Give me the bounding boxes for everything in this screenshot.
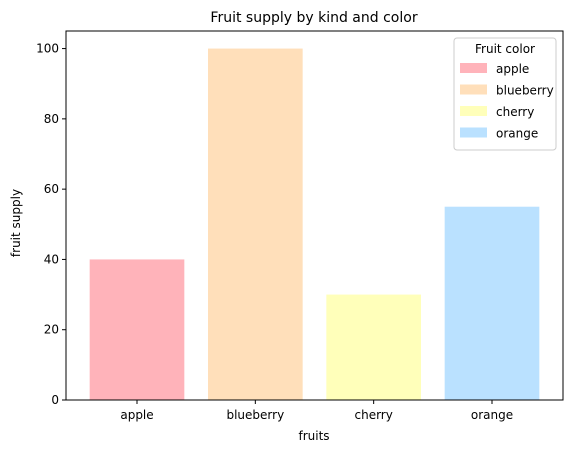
legend-swatch-apple [460, 63, 487, 73]
legend: Fruit color apple blueberry cherry orange [453, 37, 557, 151]
legend-label-cherry: cherry [496, 105, 534, 119]
legend-label-blueberry: blueberry [496, 84, 554, 98]
y-tick-label: 20 [44, 323, 59, 337]
bars-layer [89, 48, 540, 400]
y-tick-label: 60 [44, 182, 59, 196]
legend-swatch-blueberry [460, 84, 487, 95]
chart-title: Fruit supply by kind and color [210, 10, 417, 26]
legend-swatch-orange [460, 127, 487, 138]
legend-label-orange: orange [496, 127, 538, 141]
y-tick-label: 80 [44, 112, 59, 126]
bar-cherry [326, 294, 421, 400]
legend-swatch-cherry [460, 106, 487, 116]
x-tick-label: orange [471, 408, 513, 422]
y-tick-label: 0 [51, 393, 59, 407]
y-tick-label: 100 [36, 42, 59, 56]
legend-title: Fruit color [475, 42, 535, 56]
bar-apple [89, 259, 185, 400]
x-tick-label: blueberry [226, 408, 284, 422]
bar-orange [444, 206, 540, 400]
y-axis-label: fruit supply [9, 189, 23, 257]
legend-label-apple: apple [496, 62, 529, 76]
x-tick-label: apple [120, 408, 153, 422]
axes-layer: 0 20 40 60 80 100 apple blueberry cherry orange [36, 30, 564, 422]
x-axis-label: fruits [298, 429, 329, 443]
bar-blueberry [208, 48, 303, 400]
x-tick-label: cherry [354, 408, 392, 422]
plot-frame [65, 30, 564, 401]
y-tick-label: 40 [44, 252, 59, 266]
